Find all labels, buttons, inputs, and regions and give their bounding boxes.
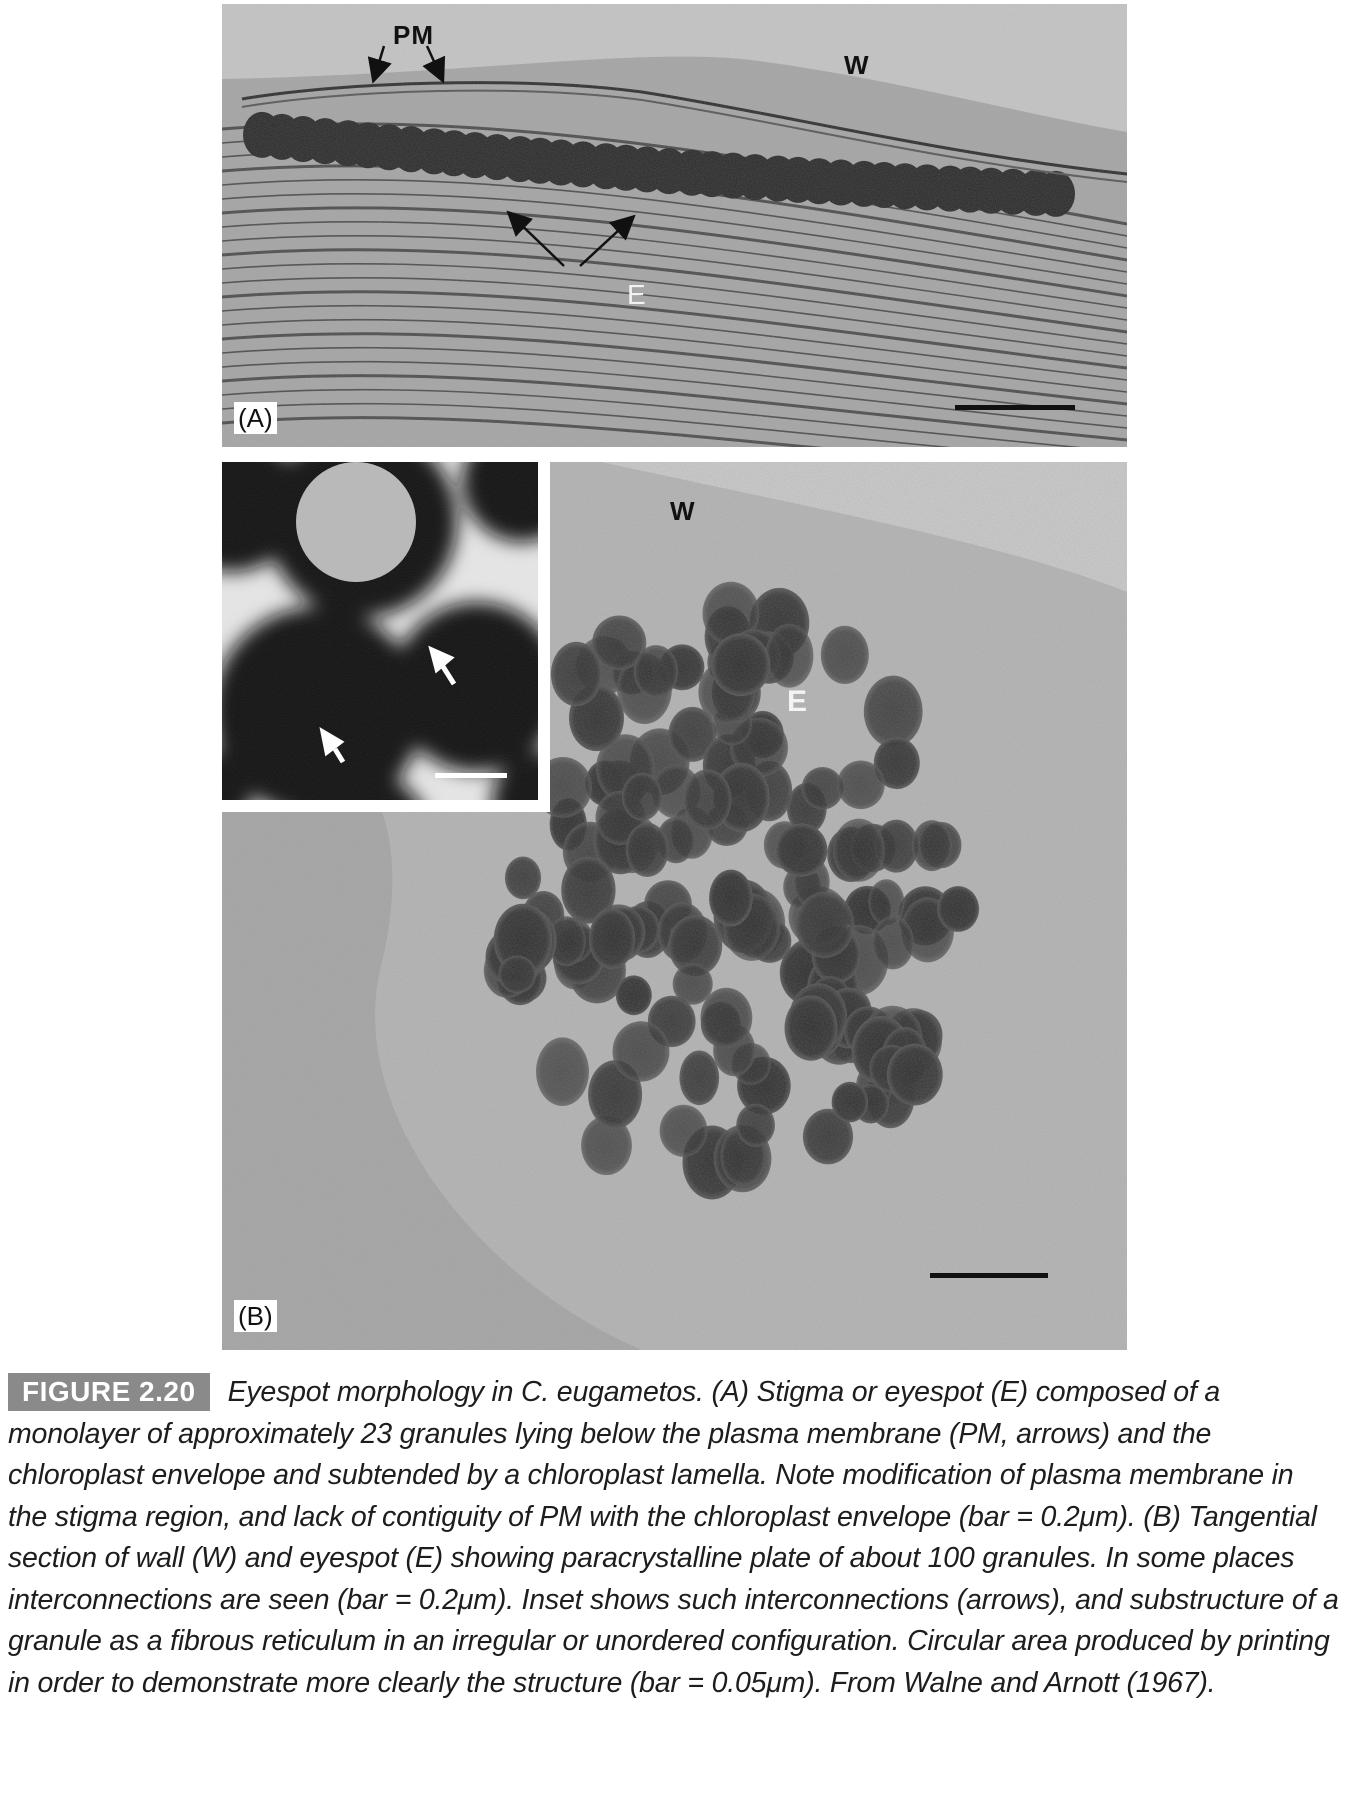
eyespot-label-b: E xyxy=(787,685,809,718)
figure-caption: FIGURE 2.20 Eyespot morphology in C. euga… xyxy=(8,1372,1340,1704)
panel-b-tag: (B) xyxy=(234,1300,277,1332)
panel-a-tag: (A) xyxy=(234,402,277,434)
wall-label: W xyxy=(844,50,870,80)
micrograph-panel-a: PM W E (A) xyxy=(222,4,1127,447)
micrograph-b-image xyxy=(222,462,1127,1350)
wall-label-b: W xyxy=(670,496,696,526)
micrograph-inset xyxy=(222,462,550,812)
eyespot-label: E xyxy=(627,279,647,310)
micrograph-panel-b: W E (B) xyxy=(222,462,1127,1350)
figure-label: FIGURE 2.20 xyxy=(8,1373,210,1411)
inset-image xyxy=(222,462,538,800)
caption-text: Eyespot morphology in C. eugametos. (A) … xyxy=(8,1376,1339,1699)
micrograph-a-image xyxy=(222,4,1127,447)
pm-label: PM xyxy=(393,20,434,50)
